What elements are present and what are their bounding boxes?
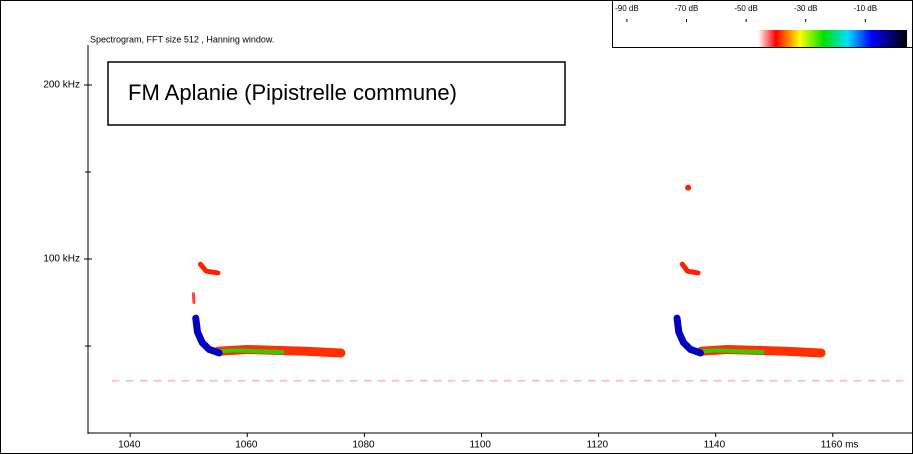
colorbar-label: -90 dB: [615, 4, 639, 13]
annotation-box: [107, 61, 566, 126]
x-tick-label: 1080: [352, 440, 375, 451]
colorbar-label: -50 dB: [734, 4, 758, 13]
y-tick-label: 200 kHz: [43, 80, 80, 91]
x-tick-label: 1100: [469, 440, 491, 451]
signal-trace: [192, 314, 223, 357]
colorbar: [758, 30, 908, 47]
colorbar-label: -10 dB: [854, 4, 878, 13]
x-tick-label: 1120: [587, 440, 609, 451]
x-tick-label: 1040: [118, 440, 141, 451]
y-tick-label: 100 kHz: [43, 254, 80, 265]
signal-spot: [685, 184, 692, 191]
signal-trace: [673, 314, 704, 357]
x-tick-label: 1140: [704, 440, 726, 451]
signal-trace: [191, 292, 196, 305]
colorbar-label: -30 dB: [794, 4, 818, 13]
annotation: FM Aplanie (Pipistrelle commune): [128, 80, 457, 105]
signal-trace: [197, 261, 221, 276]
chart-title: Spectrogram, FFT size 512 , Hanning wind…: [90, 34, 274, 44]
signal-trace: [679, 261, 701, 276]
signal-trace: [215, 348, 285, 355]
x-tick-label: 1160 ms: [821, 440, 859, 451]
x-tick-label: 1060: [235, 440, 258, 451]
colorbar-label: -70 dB: [675, 4, 699, 13]
signal-trace: [699, 348, 765, 355]
